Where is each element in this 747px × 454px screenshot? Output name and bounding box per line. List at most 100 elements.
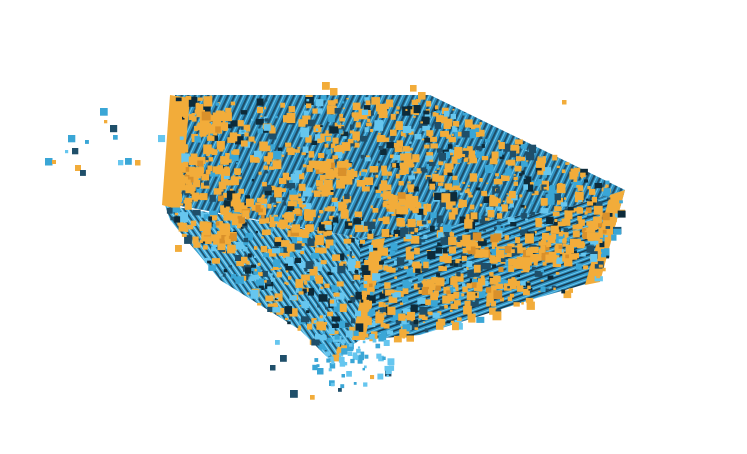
voxel <box>274 237 284 247</box>
voxel <box>235 276 244 284</box>
voxel <box>599 252 602 254</box>
orange-voxel <box>323 179 333 189</box>
voxel <box>509 293 515 298</box>
drip-voxel <box>352 352 358 357</box>
voxel <box>446 205 452 210</box>
voxel <box>608 216 616 225</box>
voxel <box>514 139 523 145</box>
voxel <box>414 227 418 233</box>
voxel <box>410 236 420 244</box>
orange-voxel <box>319 174 326 181</box>
orange-voxel <box>319 167 324 173</box>
orange-voxel <box>542 232 550 240</box>
voxel <box>367 233 374 240</box>
voxel <box>501 204 508 212</box>
voxel <box>513 181 518 186</box>
voxel <box>264 99 268 102</box>
orange-voxel <box>565 254 569 259</box>
voxel <box>328 326 335 334</box>
voxel <box>529 182 534 186</box>
orange-voxel <box>513 264 518 269</box>
orange-voxel <box>584 211 588 215</box>
voxel <box>311 190 314 193</box>
voxel <box>263 116 268 120</box>
voxel <box>438 265 444 272</box>
voxel <box>297 234 304 241</box>
voxel <box>489 197 499 207</box>
voxel <box>436 148 442 153</box>
orange-voxel <box>191 192 199 200</box>
voxel <box>332 354 341 362</box>
voxel <box>408 189 411 192</box>
voxel <box>429 125 432 128</box>
voxel <box>170 216 175 221</box>
voxel <box>499 154 505 160</box>
voxel <box>523 184 528 190</box>
voxel <box>420 121 423 124</box>
voxel <box>292 235 299 243</box>
voxel <box>366 296 371 300</box>
voxel <box>386 330 394 335</box>
voxel <box>267 152 274 159</box>
orange-voxel <box>363 284 368 288</box>
voxel <box>351 113 355 117</box>
orange-voxel <box>220 211 224 215</box>
drip-voxel <box>384 365 390 371</box>
voxel <box>289 180 293 183</box>
voxel <box>179 203 184 206</box>
voxel <box>230 176 239 186</box>
voxel <box>421 265 429 272</box>
orange-voxel <box>586 221 591 226</box>
orange-voxel <box>478 278 486 286</box>
voxel <box>580 172 586 178</box>
orange-voxel <box>336 179 345 189</box>
voxel <box>370 129 374 133</box>
voxel <box>573 167 581 172</box>
voxel <box>182 116 185 120</box>
voxel <box>260 115 263 117</box>
voxel <box>308 119 315 127</box>
voxel <box>302 164 307 168</box>
voxel <box>348 238 355 243</box>
orange-voxel <box>203 117 210 125</box>
orange-voxel <box>448 236 457 246</box>
voxel <box>368 310 374 316</box>
voxel <box>470 209 474 212</box>
drip-voxel <box>362 367 365 371</box>
voxel <box>375 174 379 178</box>
voxel <box>381 170 388 176</box>
voxel <box>521 271 524 273</box>
voxel <box>456 272 461 277</box>
voxel <box>538 290 541 293</box>
voxel <box>391 210 399 216</box>
orange-voxel <box>206 125 216 134</box>
orange-voxel <box>325 170 335 180</box>
voxel <box>447 172 453 177</box>
orange-voxel <box>456 242 462 248</box>
voxel <box>341 142 351 151</box>
voxel <box>475 271 480 277</box>
voxel <box>515 237 521 244</box>
voxel <box>520 204 525 208</box>
voxel <box>450 114 456 120</box>
voxel <box>377 264 383 270</box>
voxel <box>583 265 589 270</box>
voxel <box>220 205 229 213</box>
orange-voxel <box>533 261 538 266</box>
voxel <box>459 216 466 224</box>
voxel <box>580 168 588 176</box>
voxel <box>377 160 381 164</box>
voxel <box>286 180 296 189</box>
voxel <box>243 124 251 132</box>
voxel <box>440 130 449 137</box>
voxel <box>418 290 423 294</box>
orange-voxel <box>369 283 373 288</box>
voxel <box>407 105 413 110</box>
voxel <box>212 135 218 141</box>
voxel <box>205 160 209 163</box>
orange-voxel <box>467 246 476 255</box>
orange-voxel <box>234 204 242 213</box>
orange-voxel <box>540 239 547 246</box>
orange-voxel <box>261 194 265 198</box>
voxel <box>307 238 315 247</box>
